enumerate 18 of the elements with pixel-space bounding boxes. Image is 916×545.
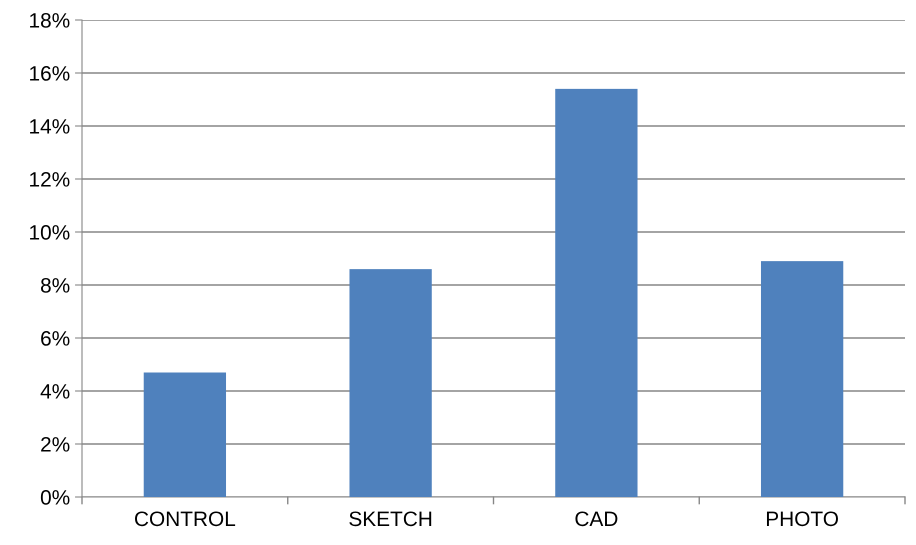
bar [144, 372, 226, 497]
x-tick-label: PHOTO [766, 511, 838, 526]
bar [349, 269, 432, 497]
y-tick-label: 10% [30, 225, 70, 240]
y-tick-label: 6% [41, 331, 70, 346]
y-tick-label: 18% [30, 13, 70, 28]
x-tick-label: CAD [575, 511, 618, 526]
y-tick-label: 4% [40, 384, 70, 399]
bar [760, 261, 844, 497]
y-tick-label: 12% [30, 172, 70, 187]
x-tick-label: SKETCH [349, 511, 432, 526]
y-tick-label: 2% [41, 437, 70, 452]
y-tick-label: 14% [30, 119, 70, 134]
y-tick-label: 0% [40, 490, 70, 505]
y-tick-label: 8% [40, 278, 70, 293]
bar [555, 88, 638, 497]
y-tick-label: 16% [30, 66, 70, 81]
x-tick-label: CONTROL [135, 511, 236, 526]
